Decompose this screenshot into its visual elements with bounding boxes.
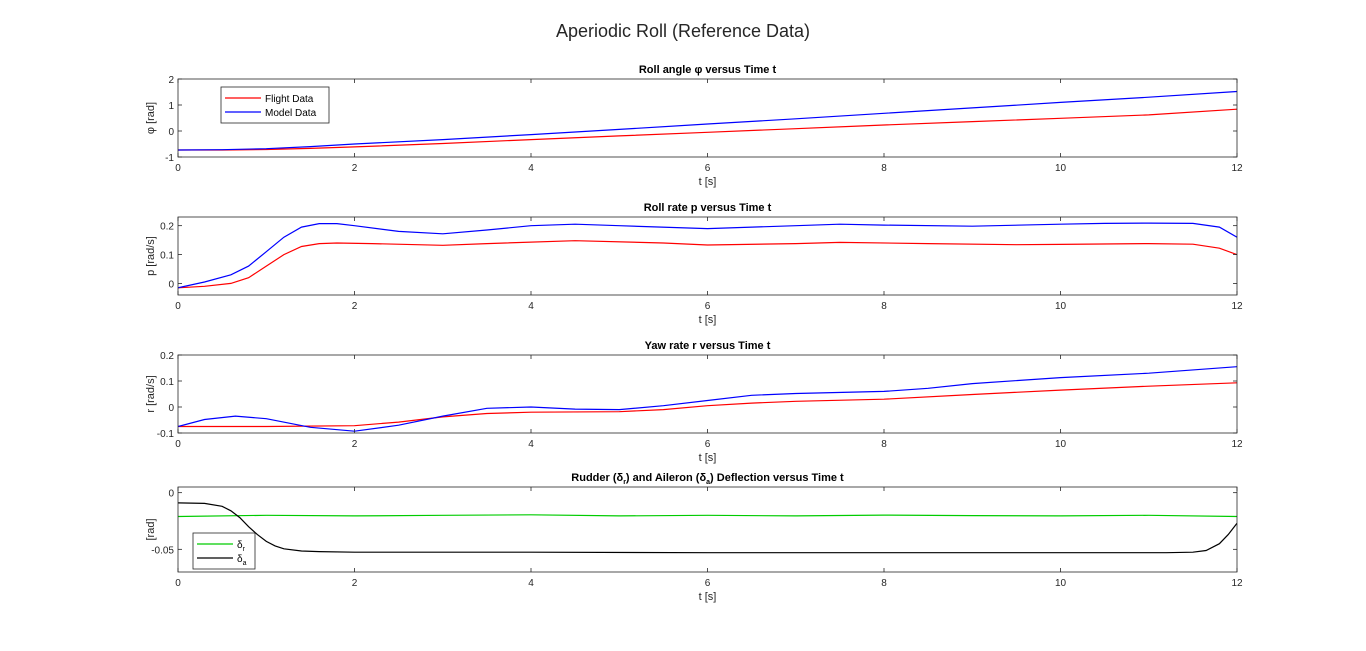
y-axis-label: p [rad/s] [145,236,157,276]
y-tick-label: -1 [165,153,174,164]
x-tick-label: 6 [705,578,711,589]
legend-box [192,532,256,570]
x-tick-label: 10 [1055,439,1067,450]
legend-symbol: δ [237,540,243,551]
x-tick-label: 2 [352,578,358,589]
title-part: δ [699,472,706,484]
x-tick-label: 8 [881,578,887,589]
y-tick-label: 0 [168,403,174,414]
title-part: ) and Aileron ( [626,472,700,484]
figure-title: Aperiodic Roll (Reference Data) [556,21,810,41]
axes-title: Roll angle φ versus Time t [639,64,777,76]
x-tick-label: 0 [175,578,181,589]
y-tick-label: 2 [168,75,174,86]
y-tick-label: 0 [168,127,174,138]
x-tick-label: 4 [528,439,534,450]
y-axis-label: φ [rad] [145,102,157,134]
subplot-2: 0 2 4 6 8 10 12 0 0.1 0.2 t [s] p [rad/s] Roll rate … [145,202,1243,326]
series-line-1 [178,240,1237,289]
title-part: ) Deflection versus Time t [710,472,844,484]
x-tick-label: 6 [705,301,711,312]
title-part: δ [617,472,624,484]
axes-title: Roll rate p versus Time t [644,202,772,214]
legend-label: Model Data [265,108,317,119]
y-axis-label: r [rad/s] [145,375,157,412]
legend: Flight Data Model Data [220,86,330,124]
y-tick-label: -0.05 [151,545,174,556]
x-tick-label: 10 [1055,301,1067,312]
x-tick-label: 2 [352,301,358,312]
axes-title: Rudder (δr) and Aileron (δa) Deflection … [571,472,844,486]
x-tick-label: 12 [1231,301,1243,312]
x-tick-label: 12 [1231,163,1243,174]
series-line-2 [178,90,1237,151]
x-tick-label: 12 [1231,439,1243,450]
x-tick-label: 4 [528,578,534,589]
x-tick-label: 10 [1055,163,1067,174]
x-tick-label: 8 [881,163,887,174]
x-tick-label: 8 [881,439,887,450]
y-tick-label: 0 [168,489,174,500]
series-line-2 [178,222,1237,289]
series-line-1 [178,382,1237,428]
axes-title: Yaw rate r versus Time t [645,340,771,352]
x-tick-label: 6 [705,163,711,174]
y-tick-label: 0.2 [160,222,174,233]
x-tick-label: 2 [352,163,358,174]
x-tick-label: 8 [881,301,887,312]
series-line-2 [178,366,1237,432]
x-tick-label: 6 [705,439,711,450]
x-tick-label: 0 [175,163,181,174]
x-tick-label: 10 [1055,578,1067,589]
y-tick-label: 0.2 [160,351,174,362]
subplot-3: 0 2 4 6 8 10 12-0.100.10.2t [s]r [rad/s]Yaw ra… [145,340,1243,464]
x-tick-label: 2 [352,439,358,450]
x-axis-label: t [s] [699,591,717,603]
series-line-1 [178,108,1237,151]
legend-subscript: r [243,546,246,553]
title-subscript: r [623,479,626,486]
legend-subscript: a [243,560,247,567]
y-axis-label: [rad] [145,518,157,540]
x-tick-label: 4 [528,163,534,174]
y-tick-label: 1 [168,101,174,112]
title-subscript: a [706,479,710,486]
x-tick-label: 0 [175,439,181,450]
x-axis-label: t [s] [699,176,717,188]
axes-box [177,486,1238,573]
x-axis-label: t [s] [699,314,717,326]
x-tick-label: 12 [1231,578,1243,589]
y-tick-label: 0.1 [160,377,174,388]
x-tick-label: 4 [528,301,534,312]
series-line-1 [178,514,1237,518]
legend-label: δr [237,540,246,553]
y-tick-label: -0.1 [157,429,175,440]
y-tick-label: 0.1 [160,251,174,262]
legend-symbol: δ [237,554,243,565]
series-line-2 [178,502,1237,554]
x-axis-label: t [s] [699,452,717,464]
legend-label: Flight Data [265,94,314,105]
title-part: Rudder ( [571,472,617,484]
legend-box [220,86,330,124]
axes-box [177,354,1238,434]
x-tick-label: 0 [175,301,181,312]
y-tick-label: 0 [168,279,174,290]
legend-label: δa [237,554,247,567]
